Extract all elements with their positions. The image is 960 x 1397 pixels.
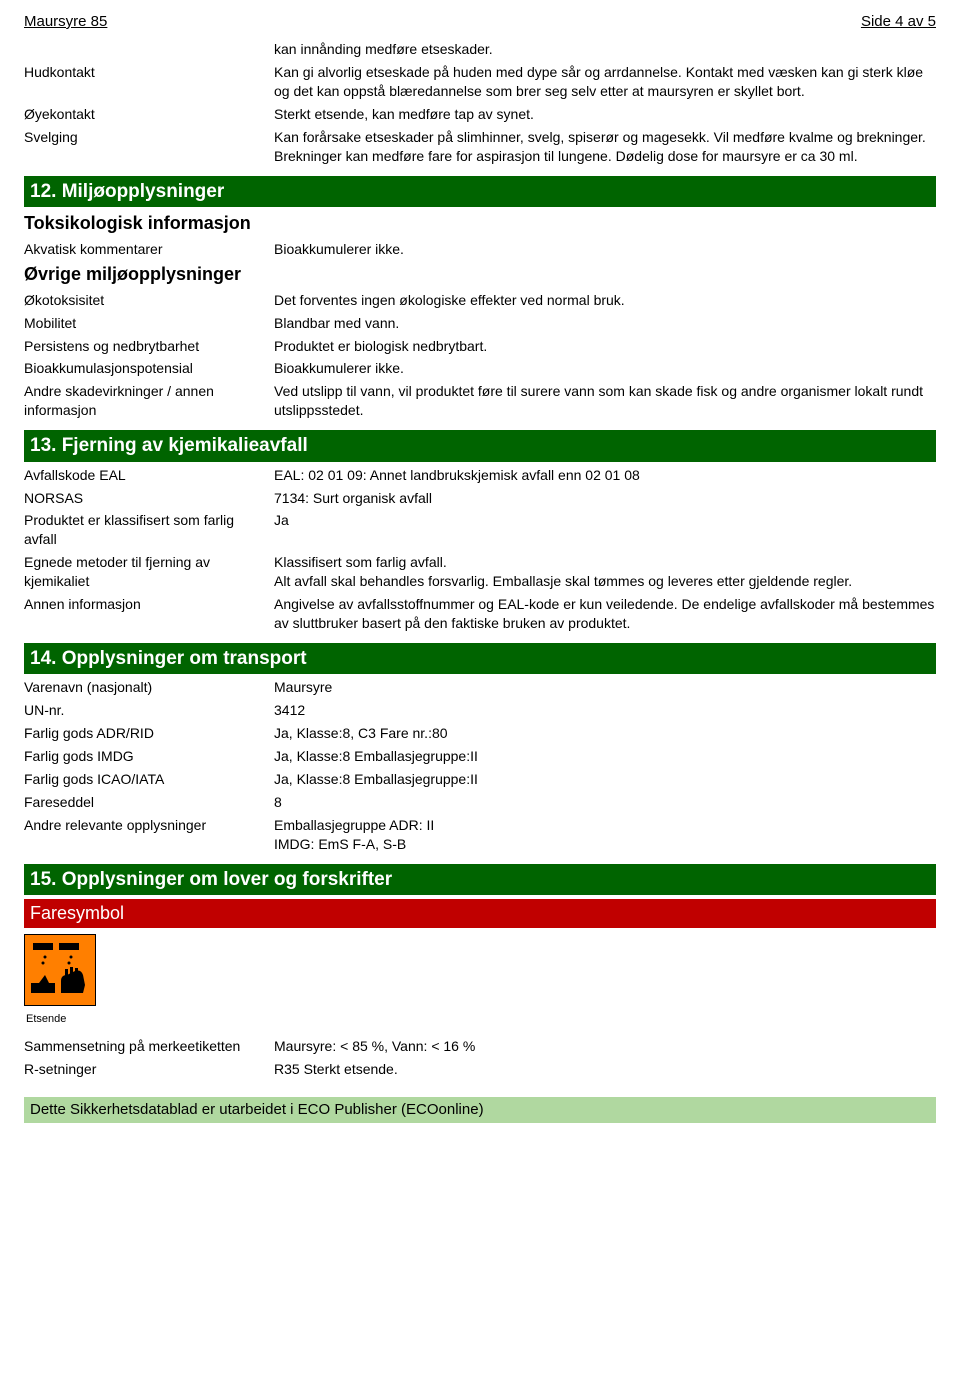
table-row: Andre skadevirkninger / annen informasjo… [24,382,936,420]
table-row: Persistens og nedbrytbarhet Produktet er… [24,337,936,356]
row-value: Angivelse av avfallsstoffnummer og EAL-k… [274,595,936,633]
row-value: 8 [274,793,936,812]
row-value: 3412 [274,701,936,720]
row-value: Bioakkumulerer ikke. [274,240,936,259]
row-label: Andre relevante opplysninger [24,816,274,854]
row-value: Emballasjegruppe ADR: IIIMDG: EmS F-A, S… [274,816,936,854]
table-row: Svelging Kan forårsake etseskader på sli… [24,128,936,166]
row-label: Persistens og nedbrytbarhet [24,337,274,356]
row-label: Andre skadevirkninger / annen informasjo… [24,382,274,420]
row-label: Øyekontakt [24,105,274,124]
footer: Dette Sikkerhetsdatablad er utarbeidet i… [24,1097,936,1123]
table-row: Varenavn (nasjonalt) Maursyre [24,678,936,697]
row-label: Varenavn (nasjonalt) [24,678,274,697]
table-row: NORSAS 7134: Surt organisk avfall [24,489,936,508]
row-value: Ved utslipp til vann, vil produktet føre… [274,382,936,420]
table-row: Bioakkumulasjonspotensial Bioakkumulerer… [24,359,936,378]
table-row: Øyekontakt Sterkt etsende, kan medføre t… [24,105,936,124]
row-value: Blandbar med vann. [274,314,936,333]
row-value: Klassifisert som farlig avfall.Alt avfal… [274,553,936,591]
row-value: R35 Sterkt etsende. [274,1060,936,1079]
row-label: Svelging [24,128,274,166]
row-value: EAL: 02 01 09: Annet landbrukskjemisk av… [274,466,936,485]
row-label: Produktet er klassifisert som farlig avf… [24,511,274,549]
table-row: Sammensetning på merkeetiketten Maursyre… [24,1037,936,1056]
row-label: Fareseddel [24,793,274,812]
table-row: Avfallskode EAL EAL: 02 01 09: Annet lan… [24,466,936,485]
table-row: Annen informasjon Angivelse av avfallsst… [24,595,936,633]
table-row: kan innånding medføre etseskader. [24,40,936,59]
row-value: Ja [274,511,936,549]
page-indicator: Side 4 av 5 [861,12,936,32]
row-label: Mobilitet [24,314,274,333]
table-row: R-setninger R35 Sterkt etsende. [24,1060,936,1079]
row-label: Sammensetning på merkeetiketten [24,1037,274,1056]
row-label: UN-nr. [24,701,274,720]
table-row: Økotoksisitet Det forventes ingen økolog… [24,291,936,310]
table-row: UN-nr. 3412 [24,701,936,720]
row-label: Annen informasjon [24,595,274,633]
hazard-caption: Etsende [24,1012,936,1027]
row-value: Kan gi alvorlig etseskade på huden med d… [274,63,936,101]
row-value: Maursyre [274,678,936,697]
row-label: NORSAS [24,489,274,508]
row-label [24,40,274,59]
table-row: Mobilitet Blandbar med vann. [24,314,936,333]
row-label: Farlig gods ICAO/IATA [24,770,274,789]
row-label: Farlig gods ADR/RID [24,724,274,743]
faresymbol-header: Faresymbol [24,899,936,927]
section-11-continuation: kan innånding medføre etseskader. Hudkon… [24,40,936,165]
row-label: Bioakkumulasjonspotensial [24,359,274,378]
corrosive-icon [25,935,95,1005]
row-value: 7134: Surt organisk avfall [274,489,936,508]
table-row: Farlig gods IMDG Ja, Klasse:8 Emballasje… [24,747,936,766]
row-label: Avfallskode EAL [24,466,274,485]
table-row: Egnede metoder til fjerning av kjemikali… [24,553,936,591]
row-value: Ja, Klasse:8, C3 Fare nr.:80 [274,724,936,743]
row-value: Ja, Klasse:8 Emballasjegruppe:II [274,770,936,789]
row-value: Sterkt etsende, kan medføre tap av synet… [274,105,936,124]
section-13-header: 13. Fjerning av kjemikalieavfall [24,430,936,462]
table-row: Farlig gods ICAO/IATA Ja, Klasse:8 Embal… [24,770,936,789]
row-label: Farlig gods IMDG [24,747,274,766]
table-row: Hudkontakt Kan gi alvorlig etseskade på … [24,63,936,101]
table-row: Farlig gods ADR/RID Ja, Klasse:8, C3 Far… [24,724,936,743]
row-value: Produktet er biologisk nedbrytbart. [274,337,936,356]
row-value: kan innånding medføre etseskader. [274,40,936,59]
table-row: Fareseddel 8 [24,793,936,812]
table-row: Andre relevante opplysninger Emballasjeg… [24,816,936,854]
row-value: Det forventes ingen økologiske effekter … [274,291,936,310]
row-value: Kan forårsake etseskader på slimhinner, … [274,128,936,166]
section-15-header: 15. Opplysninger om lover og forskrifter [24,864,936,896]
row-value: Maursyre: < 85 %, Vann: < 16 % [274,1037,936,1056]
section-12-sub1: Toksikologisk informasjon [24,211,936,235]
table-row: Produktet er klassifisert som farlig avf… [24,511,936,549]
doc-title: Maursyre 85 [24,12,107,32]
table-row: Akvatisk kommentarer Bioakkumulerer ikke… [24,240,936,259]
hazard-pictogram [24,934,96,1006]
row-label: Hudkontakt [24,63,274,101]
row-label: Akvatisk kommentarer [24,240,274,259]
section-14-header: 14. Opplysninger om transport [24,643,936,675]
row-value: Bioakkumulerer ikke. [274,359,936,378]
row-label: Økotoksisitet [24,291,274,310]
row-value: Ja, Klasse:8 Emballasjegruppe:II [274,747,936,766]
page-header: Maursyre 85 Side 4 av 5 [24,12,936,32]
section-12-sub2: Øvrige miljøopplysninger [24,262,936,286]
row-label: R-setninger [24,1060,274,1079]
row-label: Egnede metoder til fjerning av kjemikali… [24,553,274,591]
section-12-header: 12. Miljøopplysninger [24,176,936,208]
